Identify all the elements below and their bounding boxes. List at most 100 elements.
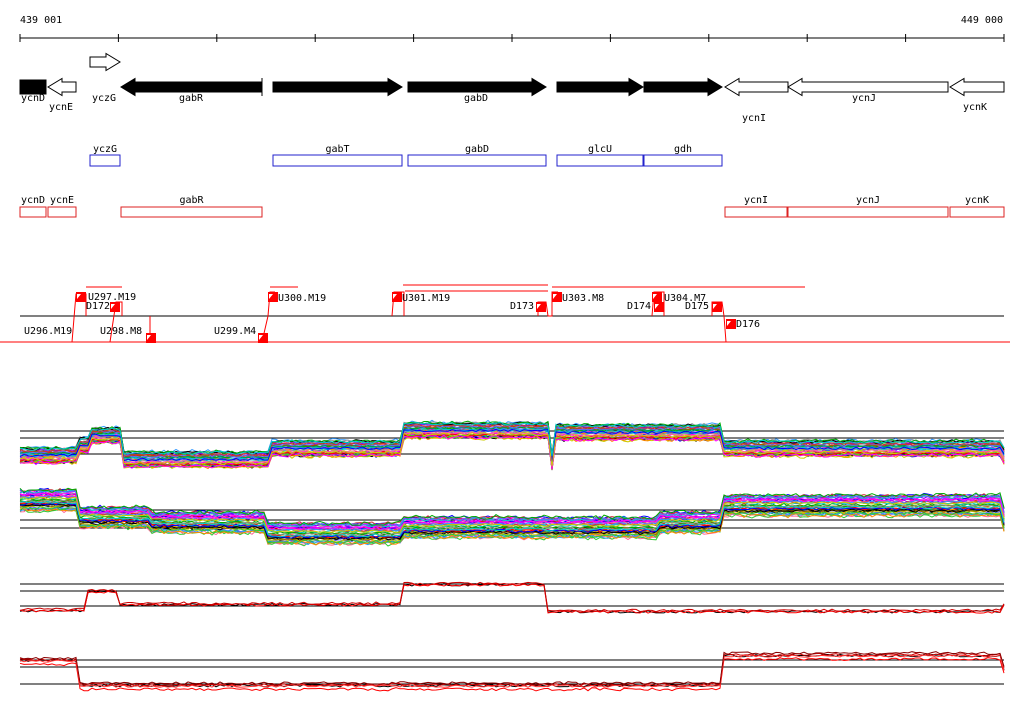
expression-profile-line <box>19 489 1005 527</box>
expression-profile-line <box>19 506 1005 544</box>
segment-marker-notch <box>77 294 81 299</box>
expression-profile-line <box>19 583 1005 614</box>
segment-marker-notch <box>653 294 657 299</box>
expression-profile-line <box>19 433 1005 469</box>
down-box-ycnK[interactable] <box>949 206 1005 218</box>
expression-profile-line <box>19 508 1005 547</box>
segment-label-D174: D174 <box>627 301 651 312</box>
down-box-ycnI[interactable] <box>724 206 788 218</box>
segment-label-U301.M19: U301.M19 <box>402 293 450 304</box>
gene-arrow-ycnI[interactable] <box>724 77 789 97</box>
expression-profile-line <box>19 428 1005 463</box>
expression-profile-line <box>19 496 1005 534</box>
segment-marker-notch <box>393 294 397 299</box>
expression-profile-line <box>19 657 1005 692</box>
segment-label-U303.M8: U303.M8 <box>562 293 604 304</box>
segment-label-D176: D176 <box>736 319 760 330</box>
expression-profile-line <box>19 421 1005 457</box>
expression-profile-line <box>19 489 1005 528</box>
up-label-yczG: yczG <box>93 144 117 155</box>
gene-label-gabR: gabR <box>179 93 204 104</box>
gene-label-ycnD: ycnD <box>21 93 45 104</box>
down-box-ycnJ[interactable] <box>787 206 949 218</box>
gene-arrow-ycnJ[interactable] <box>787 77 949 97</box>
up-box-gabT[interactable] <box>272 154 403 167</box>
gene-arrow-ycnE[interactable] <box>47 77 77 97</box>
gene-arrow-yczG[interactable] <box>89 52 121 72</box>
up-label-gabT: gabT <box>325 144 349 155</box>
ruler-end-label: 449 000 <box>961 15 1003 26</box>
up-box-gabD[interactable] <box>407 154 547 167</box>
segment-label-D173: D173 <box>510 301 534 312</box>
gene-label-ycnI: ycnI <box>742 113 766 124</box>
gene-arrow-gabD[interactable] <box>407 77 547 97</box>
profile-panel-3 <box>19 581 1005 614</box>
expression-profile-line <box>19 500 1005 538</box>
expression-profile-line <box>19 434 1005 470</box>
segment-marker-notch <box>537 304 541 309</box>
up-label-gabD: gabD <box>465 144 489 155</box>
segment-marker-notch <box>655 304 659 309</box>
segment-marker-notch <box>553 294 557 299</box>
gene-arrow-gdh[interactable] <box>643 77 723 97</box>
expression-profile-line <box>19 493 1005 530</box>
segment-label-U300.M19: U300.M19 <box>278 293 326 304</box>
profile-panel-4 <box>19 651 1005 692</box>
gene-label-ycnE: ycnE <box>49 102 73 113</box>
gene-track: ycnD ycnE yczG gabR gabT gabD glcU gdh ycnI ycnJ y… <box>19 52 1005 124</box>
up-box-yczG[interactable] <box>89 154 121 167</box>
profile-panel-1 <box>19 419 1005 471</box>
up-label-gdh: gdh <box>674 144 692 155</box>
segment-label-U297.M19: U297.M19 <box>88 292 136 303</box>
gene-label-ycnJ: ycnJ <box>852 93 876 104</box>
down-regulated-track: ycnD ycnE gabR ycnI ycnJ ycnK <box>19 195 1005 218</box>
down-label-ycnD: ycnD <box>21 195 45 206</box>
expression-profile-line <box>19 487 1005 526</box>
expression-profile-line <box>19 652 1005 687</box>
segment-label-U296.M19: U296.M19 <box>24 326 72 337</box>
expression-profile-line <box>19 651 1005 686</box>
up-regulated-track: yczG gabT gabD glcU gdh <box>89 144 723 167</box>
segment-label-D175: D175 <box>685 301 709 312</box>
gene-arrow-gabR[interactable] <box>120 77 263 97</box>
down-label-ycnJ: ycnJ <box>856 195 880 206</box>
expression-profile-line <box>19 581 1005 613</box>
down-box-gabR[interactable] <box>120 206 263 218</box>
expression-profile-line <box>19 424 1005 460</box>
gene-arrow-gabT[interactable] <box>272 77 403 97</box>
expression-profile-line <box>19 582 1005 614</box>
expression-profile-line <box>19 508 1005 546</box>
gene-label-ycnK: ycnK <box>963 102 987 113</box>
segment-marker-notch <box>269 294 273 299</box>
expression-profile-line <box>19 431 1005 467</box>
up-box-glcU[interactable] <box>556 154 644 167</box>
segment-label-D172: D172 <box>86 301 110 312</box>
gene-arrow-ycnD[interactable] <box>19 79 47 95</box>
segment-marker-notch <box>147 335 151 340</box>
down-box-ycnD[interactable] <box>19 206 47 218</box>
gene-label-gdh: gdh <box>672 81 690 92</box>
expression-profile-line <box>19 501 1005 539</box>
gene-arrow-ycnK[interactable] <box>949 77 1005 97</box>
down-label-gabR: gabR <box>179 195 204 206</box>
up-box-gdh[interactable] <box>643 154 723 167</box>
segment-marker-notch <box>259 335 263 340</box>
down-label-ycnK: ycnK <box>965 195 989 206</box>
coordinate-ruler: 439 001 449 000 <box>19 15 1005 42</box>
expression-profile-line <box>19 424 1005 458</box>
segment-marker-notch <box>111 304 115 309</box>
expression-profiles <box>19 419 1005 692</box>
expression-profile-line <box>19 494 1005 532</box>
profile-panel-2 <box>19 487 1005 547</box>
gene-label-gabT: gabT <box>325 81 349 92</box>
gene-label-glcU: glcU <box>587 81 611 92</box>
down-box-ycnE[interactable] <box>47 206 77 218</box>
segment-marker-notch <box>713 304 717 309</box>
segment-label-U298.M8: U298.M8 <box>100 326 142 337</box>
segment-marker-notch <box>727 321 731 326</box>
down-label-ycnE: ycnE <box>50 195 74 206</box>
gene-arrow-glcU[interactable] <box>556 77 644 97</box>
segment-label-U304.M7: U304.M7 <box>664 293 706 304</box>
